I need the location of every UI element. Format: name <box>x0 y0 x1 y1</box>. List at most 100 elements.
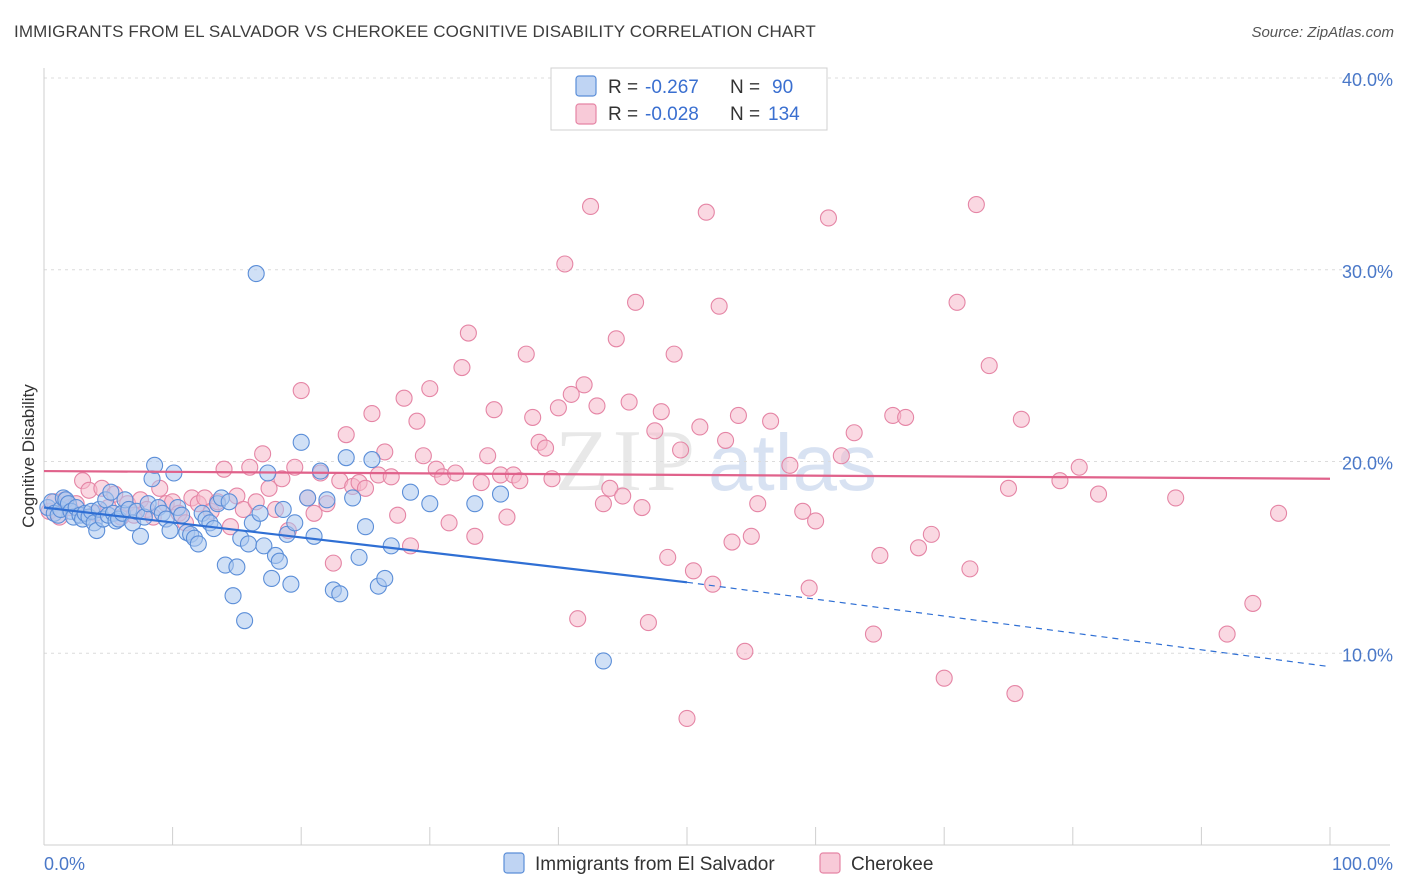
y-tick-labels: 10.0% 20.0% 30.0% 40.0% <box>1342 70 1393 665</box>
cherokee-point <box>897 408 915 426</box>
el-salvador-point <box>286 514 304 532</box>
cherokee-trend-line <box>43 469 1331 480</box>
el-salvador-point <box>331 585 349 603</box>
el-salvador-point <box>255 537 273 555</box>
cherokee-point <box>723 533 741 551</box>
cherokee-point <box>414 447 432 465</box>
cherokee-point <box>517 345 535 363</box>
cherokee-point <box>524 408 542 426</box>
cherokee-point <box>466 527 484 545</box>
cherokee-point <box>337 426 355 444</box>
el-salvador-points <box>39 265 612 670</box>
el-salvador-point <box>401 483 420 501</box>
cherokee-point <box>794 502 812 520</box>
cherokee-point <box>652 403 670 421</box>
x-tick-label: 100.0% <box>1332 854 1393 874</box>
el-salvador-point <box>466 495 484 513</box>
cherokee-point <box>511 472 529 490</box>
cherokee-point <box>980 357 998 375</box>
legend-n-label: N = <box>730 104 760 125</box>
cherokee-point <box>1089 485 1108 503</box>
cherokee-point <box>762 412 780 430</box>
cherokee-point <box>800 579 818 597</box>
cherokee-point <box>382 468 400 486</box>
cherokee-point <box>948 293 966 311</box>
y-tick-label: 30.0% <box>1342 262 1393 282</box>
legend-swatch-el-salvador <box>503 852 525 874</box>
y-axis-title: Cognitive Disability <box>19 384 38 528</box>
el-salvador-point <box>131 527 149 545</box>
legend-n-value: 134 <box>768 104 800 125</box>
cherokee-point <box>562 385 580 403</box>
cherokee-point <box>659 548 677 566</box>
el-salvador-point <box>491 485 510 503</box>
y-tick-label: 20.0% <box>1342 454 1393 474</box>
cherokee-point <box>864 625 883 643</box>
cherokee-point <box>286 458 304 476</box>
cherokee-point <box>633 498 651 517</box>
el-salvador-point <box>363 451 381 469</box>
el-salvador-point <box>292 433 310 451</box>
cherokee-point <box>389 506 407 524</box>
cherokee-point <box>472 474 490 492</box>
cherokee-point <box>498 508 516 526</box>
el-salvador-point <box>189 535 207 553</box>
cherokee-point <box>594 495 612 513</box>
cherokee-point <box>254 445 272 463</box>
cherokee-point <box>1012 410 1030 428</box>
el-salvador-point <box>224 587 242 605</box>
legend-label-el-salvador: Immigrants from El Salvador <box>535 854 775 875</box>
cherokee-point <box>967 196 985 214</box>
cherokee-point <box>363 405 381 423</box>
el-salvador-point <box>594 652 612 670</box>
cherokee-point <box>588 397 606 415</box>
cherokee-point <box>646 422 664 440</box>
cherokee-point <box>536 439 555 457</box>
cherokee-point <box>961 560 979 578</box>
cherokee-point <box>1244 594 1262 612</box>
el-salvador-point <box>274 500 292 518</box>
legend-swatch-pink <box>575 103 597 125</box>
cherokee-point <box>575 376 593 394</box>
cherokee-point <box>479 447 497 465</box>
grid-lines <box>44 77 1390 654</box>
cherokee-point <box>1006 684 1024 703</box>
cherokee-point <box>234 500 252 518</box>
cherokee-point <box>1070 458 1088 476</box>
cherokee-point <box>485 401 503 419</box>
x-tick-labels: 0.0% 100.0% <box>44 854 1393 874</box>
el-salvador-point <box>161 521 179 540</box>
x-tick-label: 0.0% <box>44 854 85 874</box>
legend-box <box>550 67 828 131</box>
cherokee-point <box>1218 625 1236 643</box>
cherokee-point <box>453 358 471 377</box>
el-salvador-point <box>337 449 355 467</box>
cherokee-point <box>569 610 587 628</box>
legend-swatch-cherokee <box>819 852 841 874</box>
el-salvador-point <box>299 489 317 507</box>
el-salvador-point <box>311 462 330 480</box>
cherokee-point <box>581 197 600 216</box>
cherokee-point <box>421 380 439 398</box>
cherokee-point <box>684 562 702 580</box>
el-salvador-point <box>421 495 439 513</box>
cherokee-point <box>871 546 889 565</box>
el-salvador-trend-line <box>43 506 688 584</box>
cherokee-point <box>922 525 940 543</box>
el-salvador-point <box>236 612 254 630</box>
el-salvador-point <box>356 518 375 536</box>
cherokee-point <box>665 345 683 363</box>
el-salvador-trend-extension <box>686 581 1331 668</box>
cherokee-point <box>691 418 709 436</box>
cherokee-point <box>736 642 754 660</box>
el-salvador-point <box>220 493 238 511</box>
chart-title: IMMIGRANTS FROM EL SALVADOR VS CHEROKEE … <box>14 22 816 41</box>
cherokee-point <box>376 443 394 461</box>
cherokee-point <box>781 456 799 474</box>
legend-swatch-blue <box>575 75 597 97</box>
cherokee-point <box>832 447 850 465</box>
cherokee-point <box>935 669 953 687</box>
cherokee-point <box>440 514 458 532</box>
cherokee-point <box>607 330 625 348</box>
